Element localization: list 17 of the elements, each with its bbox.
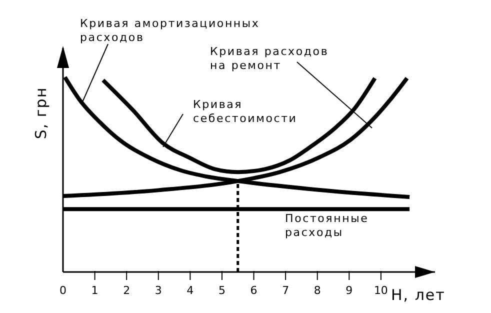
x-tick-label: 8 xyxy=(314,284,321,297)
x-tick-label: 4 xyxy=(186,284,194,297)
x-tick-label: 9 xyxy=(346,284,353,297)
x-tick-label: 5 xyxy=(218,284,226,297)
text: Кривая расходов на ремонт xyxy=(210,45,329,72)
x-tick-label: 10 xyxy=(374,284,388,297)
x-tick-label: 7 xyxy=(282,284,290,297)
x-tick-label: 3 xyxy=(154,284,162,297)
x-tick-label: 0 xyxy=(60,284,66,297)
x-tick-label: 1 xyxy=(91,284,98,297)
text: Кривая себестоимости xyxy=(193,98,298,125)
x-tick-label: 6 xyxy=(250,284,258,297)
series-label: Постоянные расходы xyxy=(285,212,369,239)
y-axis-title: S, грн xyxy=(32,86,50,140)
text: Кривая амортизационных расходов xyxy=(80,17,260,44)
x-tick-label: 2 xyxy=(123,284,130,297)
x-axis-title: Н, лет xyxy=(391,286,446,304)
